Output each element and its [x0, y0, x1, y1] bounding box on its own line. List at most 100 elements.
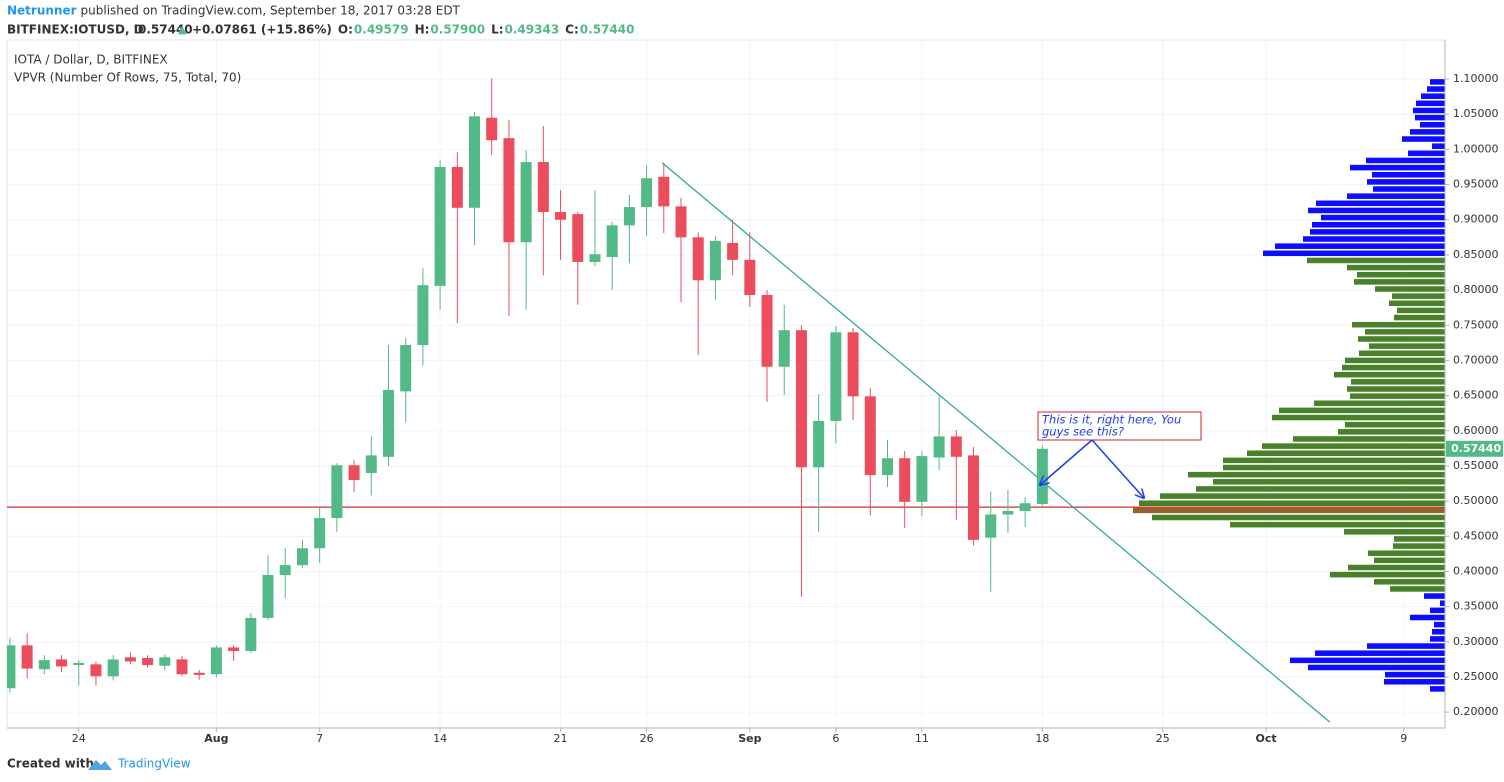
volume-row [1275, 243, 1445, 249]
candle-body [950, 436, 962, 457]
volume-row [1279, 407, 1445, 414]
candle-body [537, 162, 549, 212]
volume-row [1262, 443, 1445, 449]
drawings [7, 162, 1445, 723]
field-label: H: [415, 23, 430, 37]
volume-row [1303, 236, 1445, 242]
y-tick-label: 0.80000 [1453, 283, 1499, 296]
volume-row [1230, 521, 1445, 528]
volume-row [1308, 664, 1445, 671]
volume-profile [1133, 79, 1445, 692]
volume-row [1397, 307, 1445, 314]
ohlc-fields: O: 0.49579 H: 0.57900 L: 0.49343 C: 0.57440 [338, 23, 635, 37]
annotation-box [1037, 411, 1202, 441]
header: Netrunner published on TradingView.com, … [7, 4, 634, 37]
candle-body [245, 617, 257, 651]
volume-row [1413, 107, 1445, 114]
field-label: O: [338, 23, 353, 37]
y-tick-label: 0.95000 [1453, 178, 1499, 191]
candle-body [314, 518, 326, 549]
volume-row [1394, 536, 1445, 542]
candle-body [228, 647, 240, 651]
volume-row [1358, 336, 1445, 342]
candle-body [279, 565, 291, 575]
candle-body [331, 465, 343, 519]
x-tick-label: Oct [1255, 732, 1276, 745]
candle-body [21, 645, 33, 669]
last-price-label: 0.57440 [1451, 442, 1501, 455]
volume-row [1421, 93, 1445, 99]
volume-row [1348, 564, 1445, 571]
volume-row [1374, 579, 1445, 585]
y-tick-label: 0.30000 [1453, 635, 1499, 648]
volume-row [1213, 479, 1445, 485]
annotation-text: This is it, right here, You [1042, 413, 1181, 427]
candle-body [176, 659, 188, 675]
volume-row [1389, 300, 1445, 307]
y-tick-label: 0.40000 [1453, 564, 1499, 577]
volume-row [1139, 500, 1445, 507]
volume-row [1434, 621, 1445, 628]
candle-body [142, 658, 154, 666]
candle-body [744, 259, 756, 296]
volume-row [1310, 229, 1445, 235]
volume-row [1350, 164, 1445, 171]
x-tick-label: 14 [433, 732, 447, 745]
volume-row [1351, 379, 1445, 385]
x-tick-label: 9 [1400, 732, 1407, 745]
x-tick-label: Aug [204, 732, 228, 745]
volume-row [1374, 557, 1445, 564]
axes: 0.20000 0.25000 0.30000 0.35000 0.40000 0.450… [7, 40, 1503, 745]
field-value: 0.49579 [354, 23, 409, 37]
candle-body [1002, 510, 1014, 515]
volume-row [1375, 286, 1445, 292]
candle-body [572, 214, 584, 262]
volume-row [1440, 600, 1445, 606]
volume-row [1410, 129, 1445, 135]
change: +0.07861 (+15.86%) [192, 23, 332, 37]
candle-body [589, 254, 601, 262]
volume-row [1390, 586, 1445, 592]
volume-row [1223, 457, 1445, 464]
candle-body [7, 645, 16, 689]
volume-row [1385, 671, 1445, 678]
y-tick-label: 0.35000 [1453, 600, 1499, 613]
volume-row [1373, 186, 1445, 192]
volume-row [1160, 493, 1445, 499]
volume-row [1308, 207, 1445, 214]
candle-body [778, 330, 790, 367]
last-price-box [1446, 440, 1503, 457]
candle-body [159, 657, 171, 666]
candle-body [365, 455, 377, 473]
y-tick-label: 1.00000 [1453, 142, 1499, 155]
field-label: L: [491, 23, 503, 37]
volume-row [1293, 436, 1445, 442]
volume-row [1432, 629, 1445, 635]
volume-row [1430, 607, 1445, 614]
published: published on TradingView.com, September … [81, 4, 461, 18]
candle-body [830, 332, 842, 421]
candle-body [434, 166, 446, 286]
volume-row [1354, 279, 1445, 285]
volume-row [1188, 471, 1445, 478]
volume-row [1347, 264, 1445, 271]
candle-body [90, 664, 102, 677]
annotation-arrow [1040, 439, 1093, 485]
volume-row [1372, 171, 1445, 178]
candle-body [795, 330, 807, 468]
volume-row [1393, 543, 1445, 549]
candle-body [503, 138, 515, 243]
tv-logo [88, 760, 112, 770]
volume-row [1394, 314, 1445, 321]
volume-row [1415, 114, 1445, 121]
x-tick-label: 26 [640, 732, 654, 745]
x-tick-label: Sep [738, 732, 761, 745]
symbol: BITFINEX:IOTUSD, D [7, 23, 144, 37]
candle-body [417, 285, 429, 345]
candle-body [623, 207, 635, 226]
volume-row [1430, 79, 1445, 85]
candle-body [520, 162, 532, 243]
volume-row [1247, 450, 1445, 457]
